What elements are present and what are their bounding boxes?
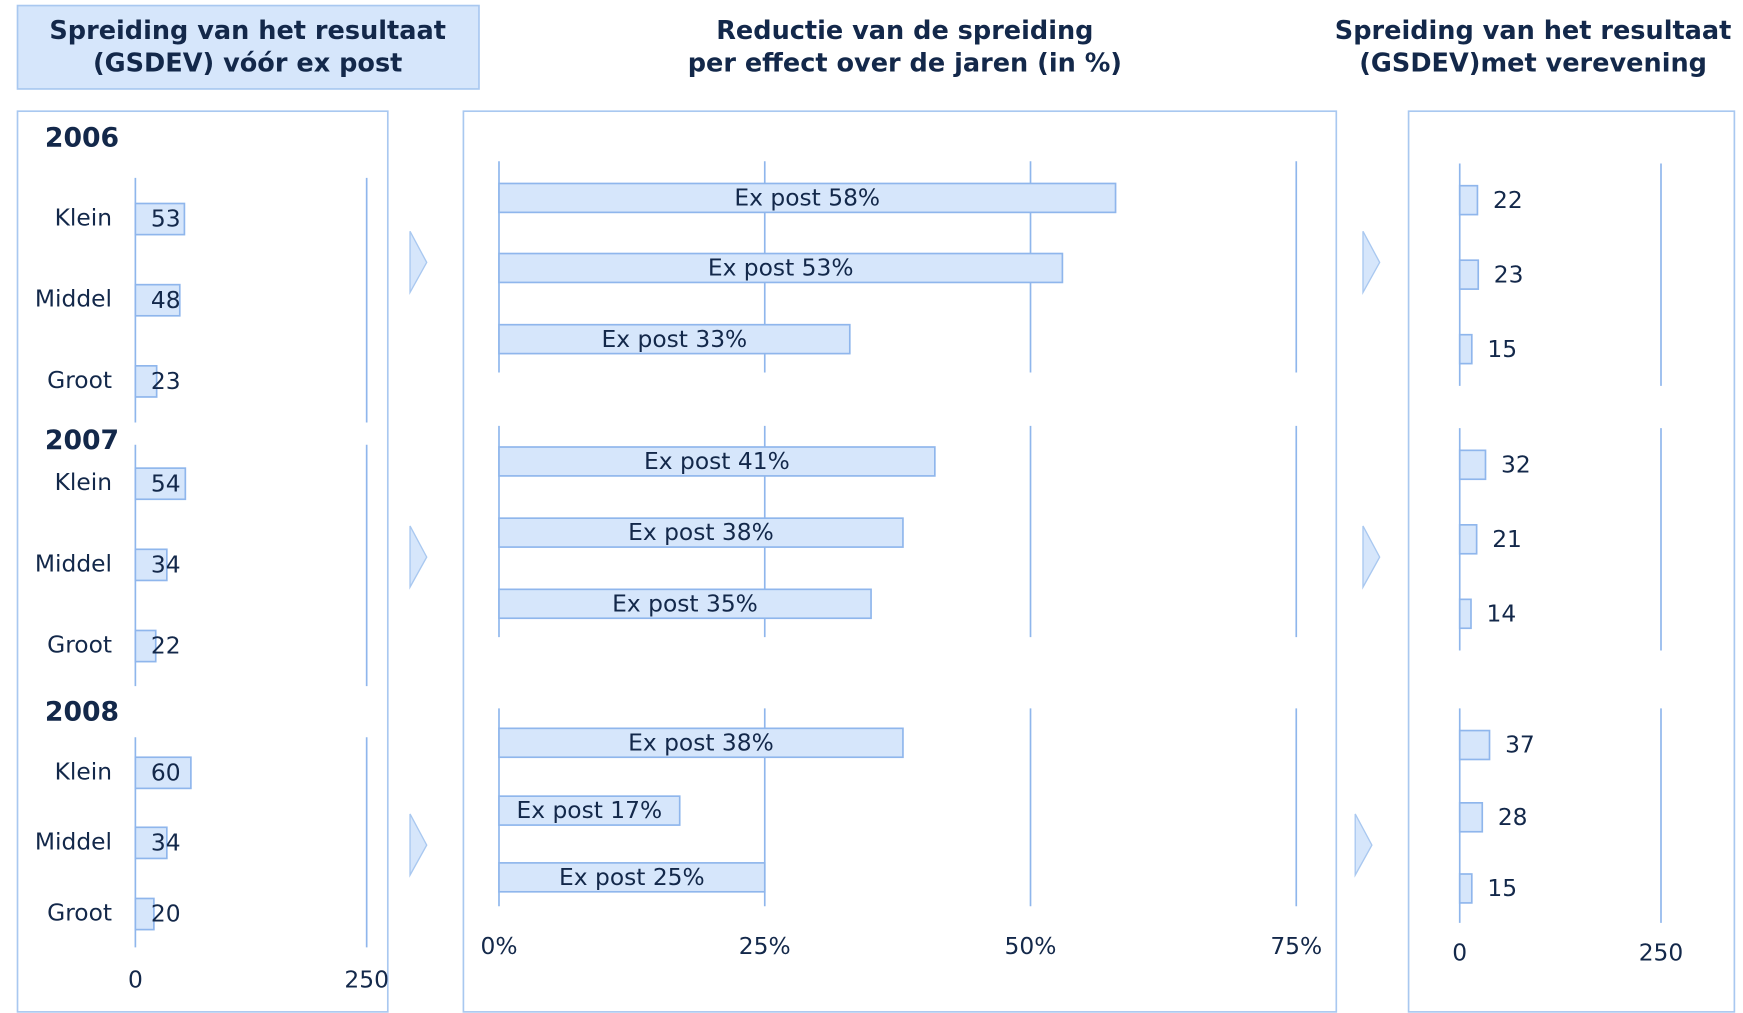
year-label: 2008: [45, 696, 119, 727]
bar: [498, 795, 681, 826]
panel-frame: [16, 110, 389, 1013]
x-tick-label: 250: [1639, 939, 1684, 967]
value-label: Ex post 58%: [734, 184, 880, 212]
bar: [498, 182, 1117, 214]
bar: [498, 446, 936, 477]
value-label: 20: [151, 900, 181, 928]
value-label: 22: [1493, 186, 1523, 214]
bar: [134, 826, 168, 860]
panel-title: Reductie van de spreiding: [716, 16, 1093, 46]
value-label: 22: [151, 632, 181, 660]
value-label: 23: [1494, 260, 1524, 288]
category-label: Middel: [35, 549, 112, 577]
value-label: Ex post 38%: [628, 518, 774, 546]
arrow: [409, 813, 428, 878]
arrow: [409, 230, 428, 296]
bar: [134, 365, 158, 398]
value-label: Ex post 17%: [516, 796, 662, 824]
bar: [1458, 524, 1478, 555]
category-label: Klein: [55, 204, 112, 232]
panel-frame: [462, 110, 1338, 1013]
panel-frame: [1407, 110, 1736, 1013]
value-label: 15: [1487, 335, 1517, 363]
value-label: 34: [151, 550, 181, 578]
value-label: 32: [1501, 450, 1531, 478]
panel-title: (GSDEV) vóór ex post: [93, 48, 402, 78]
panel-title: per effect over de jaren (in %): [688, 48, 1122, 78]
bar: [1458, 598, 1472, 630]
value-label: Ex post 41%: [644, 447, 790, 475]
panel-title: (GSDEV)met verevening: [1359, 48, 1707, 78]
x-tick-label: 75%: [1270, 932, 1322, 960]
panel-title: Spreiding van het resultaat: [49, 16, 446, 46]
category-label: Klein: [55, 468, 112, 496]
value-label: 23: [151, 367, 181, 395]
x-tick-label: 25%: [739, 932, 791, 960]
bar: [498, 727, 904, 759]
value-label: Ex post 53%: [708, 254, 854, 282]
value-label: 34: [151, 828, 181, 856]
value-label: Ex post 33%: [602, 325, 748, 353]
x-tick-label: 0: [128, 965, 143, 993]
bar: [134, 756, 192, 790]
bar: [1458, 333, 1473, 365]
x-tick-label: 250: [344, 965, 389, 993]
value-label: 15: [1487, 874, 1517, 902]
arrow: [1362, 525, 1381, 590]
bar: [498, 862, 766, 893]
bar: [1458, 729, 1491, 761]
bar: [1458, 873, 1473, 904]
category-label: Klein: [55, 757, 112, 785]
bar: [134, 897, 155, 931]
value-label: 37: [1505, 731, 1535, 759]
value-label: 60: [151, 758, 181, 786]
panel-title: Spreiding van het resultaat: [1335, 16, 1732, 46]
arrow: [1354, 813, 1373, 878]
value-label: 21: [1492, 525, 1522, 553]
category-label: Middel: [35, 827, 112, 855]
title-box: [16, 4, 480, 90]
year-label: 2007: [45, 425, 119, 456]
category-label: Groot: [47, 366, 112, 394]
bar: [1458, 449, 1487, 481]
value-label: 28: [1498, 803, 1528, 831]
bar: [498, 517, 904, 548]
bar: [134, 283, 181, 317]
x-tick-label: 0: [1452, 939, 1467, 967]
bar: [134, 467, 187, 501]
bar: [134, 629, 157, 663]
bar: [498, 323, 851, 355]
category-label: Groot: [47, 631, 112, 659]
value-label: 53: [151, 205, 181, 233]
arrow: [409, 525, 428, 590]
bar: [498, 252, 1064, 284]
value-label: Ex post 25%: [559, 863, 705, 891]
x-tick-label: 50%: [1005, 932, 1057, 960]
x-tick-label: 0%: [480, 932, 517, 960]
value-label: Ex post 38%: [628, 728, 774, 756]
value-label: 48: [151, 286, 181, 314]
value-label: 14: [1487, 599, 1517, 627]
bar: [1458, 802, 1484, 833]
value-label: Ex post 35%: [612, 589, 758, 617]
category-label: Groot: [47, 899, 112, 927]
bar: [1458, 259, 1480, 290]
bar: [1458, 184, 1479, 216]
arrow: [1362, 230, 1381, 296]
year-label: 2006: [45, 122, 119, 153]
bar: [498, 588, 872, 620]
bar: [134, 548, 168, 582]
bar: [134, 202, 186, 236]
value-label: 54: [151, 469, 181, 497]
category-label: Middel: [35, 285, 112, 313]
